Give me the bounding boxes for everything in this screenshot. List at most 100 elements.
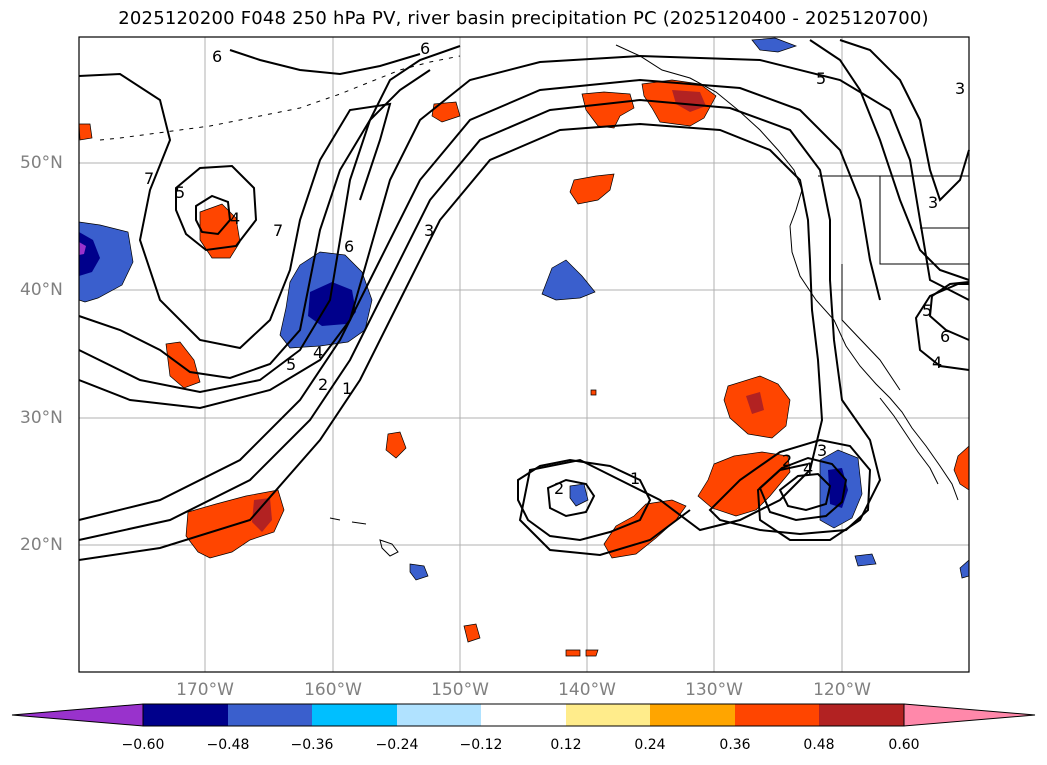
colorbar-tick-label: −0.12: [459, 737, 503, 753]
precip-positive-138w: [569, 173, 615, 205]
precip-positive-171w: [165, 341, 201, 389]
contour-label: 4: [313, 343, 323, 362]
contour-labels: 6 6 5 7 5 4 7 6 3 5 4 2 1 3 3 5 6 4 2 1 …: [144, 39, 965, 498]
precip-positive-se: [953, 445, 970, 491]
contour-label: 1: [630, 469, 640, 488]
coastlines: [99, 44, 969, 557]
colorbar-tick-label: −0.48: [206, 737, 250, 753]
colorbar-tick-label: −0.36: [290, 737, 334, 753]
colorbar: [11, 703, 1036, 727]
colorbar-tick-label: 0.60: [888, 737, 920, 753]
lat-label: 40°N: [20, 280, 63, 300]
colorbar-segment: [566, 704, 650, 726]
pv-contour-18: [778, 472, 832, 512]
colorbar-segment: [819, 704, 904, 726]
precip-positive-141w-small: [565, 649, 581, 657]
state-border-1: [879, 176, 969, 265]
colorbar-tick-label: −0.60: [121, 737, 165, 753]
precip-positive-139w-dot: [590, 389, 597, 396]
pv-contour-14: [914, 283, 970, 371]
colorbar-extend-low: [11, 703, 144, 727]
hawaii-islands: [329, 517, 399, 557]
lat-label: 50°N: [20, 153, 63, 173]
pv-contour-6: [78, 69, 431, 380]
contour-label: 2: [318, 375, 328, 394]
pv-contour-9: [195, 194, 232, 236]
contour-label: 5: [286, 355, 296, 374]
precip-core-west-purple: [79, 242, 86, 255]
pv-contour-11: [809, 39, 970, 281]
contour-label: 5: [922, 301, 932, 320]
map-background: [79, 37, 969, 672]
colorbar-segment: [312, 704, 397, 726]
lon-label: 140°W: [558, 680, 616, 700]
precip-positive-alaska-coast: [672, 90, 706, 112]
map-title: 2025120200 F048 250 hPa PV, river basin …: [118, 8, 929, 29]
contour-label: 5: [175, 183, 185, 202]
pv-contour-4: [78, 54, 970, 410]
precip-negative-ne: [751, 37, 798, 53]
alaska-coast: [615, 44, 803, 227]
north-america-west-coast: [789, 225, 959, 501]
pv-contour-12: [839, 39, 970, 202]
colorbar-tick-label: 0.24: [634, 737, 666, 753]
precip-negative-155w-small: [409, 563, 429, 581]
contour-label: 5: [816, 69, 826, 88]
precip-positive-140w-small: [585, 649, 599, 657]
contour-label: 4: [230, 209, 240, 228]
precip-positive-154w: [385, 431, 407, 459]
precip-positive-149w: [463, 623, 481, 643]
colorbar-segment: [650, 704, 735, 726]
precip-negative-117w-small: [854, 553, 877, 567]
colorbar-segment: [481, 704, 566, 726]
lon-label: 120°W: [813, 680, 871, 700]
precip-core-126w: [746, 392, 764, 414]
colorbar-tick-label: −0.24: [375, 737, 419, 753]
pv-contour-15: [517, 458, 652, 542]
colorbar-tick-label: 0.12: [550, 737, 582, 753]
contour-label: 3: [928, 193, 938, 212]
pv-contour-7: [78, 72, 392, 350]
state-border-2: [841, 264, 901, 391]
baja-california: [879, 397, 939, 485]
contour-label: 2: [782, 451, 792, 470]
lon-label: 150°W: [431, 680, 489, 700]
contour-label: 3: [424, 221, 434, 240]
contour-label: 6: [344, 237, 354, 256]
colorbar-extend-high: [903, 703, 1036, 727]
pv-contour-19: [708, 438, 872, 536]
contour-label: 7: [144, 169, 154, 188]
pv-contour-3: [78, 78, 881, 521]
contour-label: 3: [955, 79, 965, 98]
colorbar-segment: [397, 704, 481, 726]
pv-contour-1: [78, 122, 824, 561]
precip-negative-140w-small: [569, 483, 589, 507]
contour-label: 4: [932, 353, 942, 372]
pv-contour-17: [758, 456, 848, 522]
colorbar-segment: [735, 704, 819, 726]
contour-label: 6: [212, 47, 222, 66]
map-frame: [78, 36, 970, 673]
lat-label: 20°N: [20, 535, 63, 555]
contour-label: 4: [803, 459, 813, 478]
precip-core-west: [79, 232, 100, 276]
contour-label: 6: [940, 327, 950, 346]
contour-label: 6: [420, 39, 430, 58]
lon-label: 170°W: [176, 680, 234, 700]
pv-contour-16: [546, 478, 596, 518]
precip-core-165w: [252, 498, 272, 532]
lon-label: 160°W: [304, 680, 362, 700]
precip-positive-150w: [431, 101, 461, 123]
precip-positive-135w: [603, 499, 687, 559]
pv-contour-10: [229, 49, 421, 76]
graticule: [79, 37, 969, 672]
precip-negative-143w: [541, 259, 596, 301]
contour-label: 3: [817, 441, 827, 460]
contour-label: 7: [273, 221, 283, 240]
lat-label: 30°N: [20, 408, 63, 428]
pv-contour-8: [175, 164, 258, 252]
colorbar-segment: [228, 704, 312, 726]
precip-positive-180: [78, 123, 93, 141]
pv-contour-2: [78, 98, 882, 541]
